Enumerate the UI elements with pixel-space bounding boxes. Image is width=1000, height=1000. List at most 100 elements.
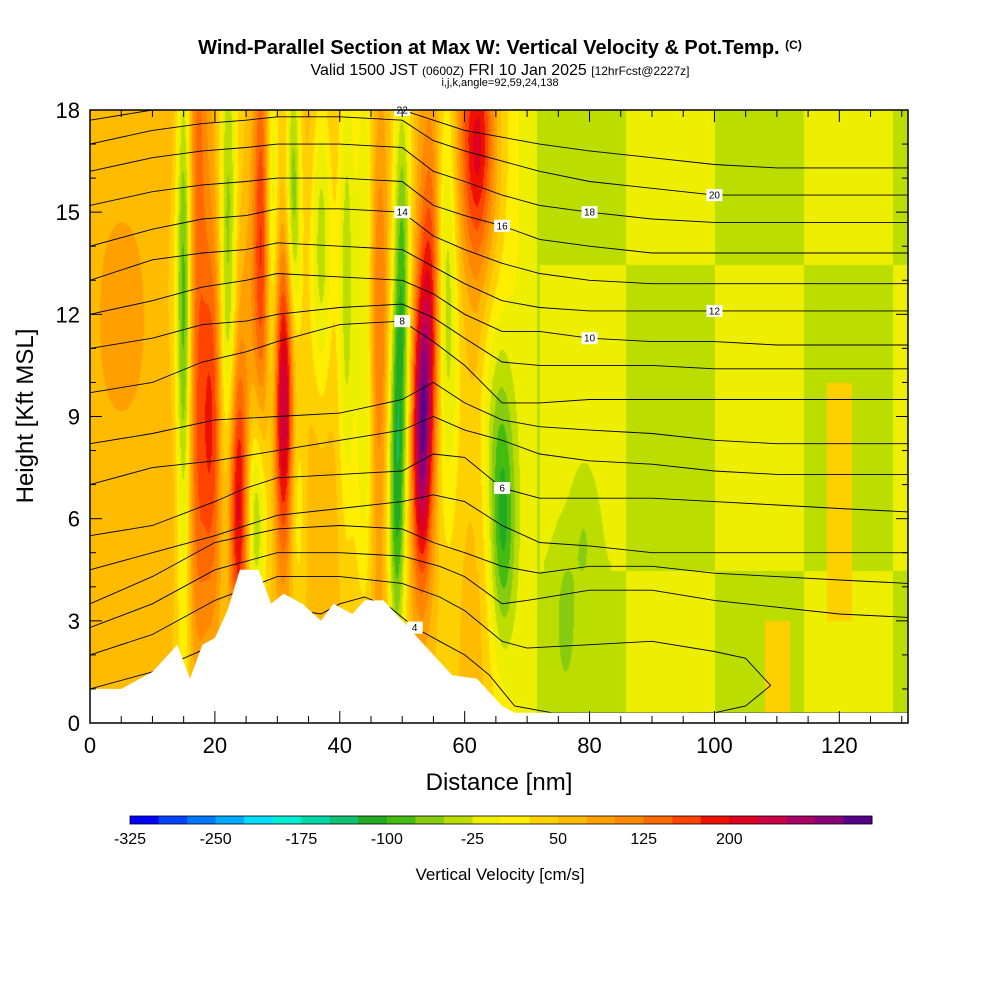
theta-label: 14 <box>397 208 409 219</box>
x-axis-title: Distance [nm] <box>426 769 573 796</box>
colorbar-swatch <box>757 816 787 824</box>
y-tick-labels: 0 3 6 9 12 15 18 <box>56 98 80 736</box>
theta-label-bg <box>706 304 723 317</box>
chart-title: Wind-Parallel Section at Max W: Vertical… <box>198 37 802 59</box>
y-tick-label: 9 <box>68 405 80 430</box>
title-tag: (C) <box>785 38 802 52</box>
theta-label: 16 <box>497 221 509 232</box>
colorbar-tick-label: -250 <box>200 831 232 848</box>
colorbar-swatch <box>729 816 759 824</box>
theta-label-bg <box>581 332 598 345</box>
colorbar-swatch <box>586 816 616 824</box>
theta-contour-10 <box>89 273 908 346</box>
x-tick-label: 40 <box>328 733 352 758</box>
subtitle-fcst: [12hrFcst@2227z] <box>591 64 690 78</box>
theta-contour-4 <box>89 494 908 571</box>
colorbar-swatch <box>130 816 160 824</box>
colorbar-swatch <box>415 816 445 824</box>
theta-contour-9 <box>89 303 908 370</box>
y-tick-label: 6 <box>68 507 80 532</box>
x-tick-label: 20 <box>203 733 227 758</box>
theta-contour-12 <box>89 208 908 285</box>
grid-params: i,j,k,angle=92,59,24,138 <box>441 77 559 89</box>
x-tick-label: 120 <box>821 733 858 758</box>
colorbar-swatch <box>386 816 416 824</box>
chart-subtitle: Valid 1500 JST (0600Z) FRI 10 Jan 2025 [… <box>0 62 1000 80</box>
theta-contour-3 <box>89 525 909 605</box>
colorbar-swatch <box>615 816 645 824</box>
theta-label-bg <box>706 189 723 202</box>
colorbar-tick-label: 50 <box>549 831 567 848</box>
y-tick-label: 0 <box>68 711 80 736</box>
colorbar-tick-label: -100 <box>371 831 403 848</box>
theta-contour-6 <box>89 416 908 486</box>
theta-label-bg <box>394 315 411 328</box>
y-tick-label: 18 <box>56 98 80 123</box>
theta-contour-14 <box>89 143 908 223</box>
vertical-velocity-field <box>90 110 908 723</box>
subtitle-date: FRI 10 Jan 2025 <box>468 62 587 79</box>
theta-label-bg <box>394 206 411 219</box>
theta-contour-1 <box>89 576 772 714</box>
colorbar-swatch <box>558 816 588 824</box>
colorbar-swatch <box>443 816 473 824</box>
x-tick-labels: 0 20 40 60 80 100 120 <box>84 733 858 758</box>
theta-contour-8 <box>89 320 908 404</box>
colorbar-swatch <box>501 816 531 824</box>
theta-label: 12 <box>709 306 721 317</box>
theta-label: 8 <box>399 317 405 328</box>
terrain <box>90 569 908 723</box>
theta-contour-15 <box>89 116 908 196</box>
colorbar-tick-label: -325 <box>114 831 146 848</box>
theta-label-bg <box>494 482 511 495</box>
colorbar-tick-label: -175 <box>285 831 317 848</box>
theta-label-bg <box>581 206 598 219</box>
theta-label: 6 <box>499 484 505 495</box>
colorbar-swatch <box>358 816 388 824</box>
colorbar-frame <box>129 815 873 825</box>
colorbar-swatch <box>643 816 673 824</box>
colorbar-tick-label: 125 <box>630 831 657 848</box>
colorbar-tick-label: 200 <box>716 831 743 848</box>
x-tick-label: 0 <box>84 733 96 758</box>
colorbar-swatch <box>814 816 844 824</box>
colorbar-swatch <box>786 816 816 824</box>
subtitle-main: Valid 1500 JST <box>310 62 418 79</box>
colorbar-swatch <box>272 816 302 824</box>
colorbar-swatch <box>843 816 873 824</box>
colorbar-title: Vertical Velocity [cm/s] <box>415 865 584 884</box>
x-tick-label: 100 <box>696 733 733 758</box>
y-tick-label: 12 <box>56 302 80 327</box>
axis-ticks <box>89 109 908 724</box>
colorbar-swatch <box>301 816 331 824</box>
colorbar-swatch <box>700 816 730 824</box>
y-tick-label: 3 <box>68 609 80 634</box>
theta-label: 20 <box>709 191 721 202</box>
theta-label: 18 <box>584 208 596 219</box>
theta-label-bg <box>494 219 511 232</box>
colorbar-swatch <box>472 816 502 824</box>
colorbar-tick-label: -25 <box>461 831 484 848</box>
x-tick-label: 60 <box>452 733 476 758</box>
colorbar-swatch <box>329 816 359 824</box>
y-axis-title: Height [Kft MSL] <box>12 329 39 504</box>
theta-contour-11 <box>89 242 908 312</box>
colorbar-swatch <box>244 816 274 824</box>
theta-contour-7 <box>89 381 908 445</box>
theta-contour-5 <box>89 453 909 537</box>
theta-label: 4 <box>412 623 418 634</box>
theta-contour-2 <box>89 552 909 629</box>
colorbar-swatch <box>529 816 559 824</box>
y-tick-label: 15 <box>56 200 80 225</box>
colorbar-swatch <box>672 816 702 824</box>
theta-label: 10 <box>584 334 596 345</box>
colorbar-swatch <box>215 816 245 824</box>
colorbar-swatch <box>158 816 188 824</box>
theta-contour-13 <box>89 177 908 254</box>
colorbar-swatch <box>187 816 217 824</box>
colorbar: -325 -250 -175 -100 -25 50 125 200 <box>114 815 873 848</box>
subtitle-utc: (0600Z) <box>422 64 465 78</box>
x-tick-label: 80 <box>577 733 601 758</box>
